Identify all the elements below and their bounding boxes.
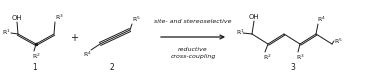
Text: reductive
cross-coupling: reductive cross-coupling (170, 47, 216, 59)
Text: 1: 1 (33, 63, 37, 73)
Text: R$^4$: R$^4$ (83, 49, 92, 59)
Text: R$^2$: R$^2$ (32, 51, 41, 61)
Text: 3: 3 (291, 63, 296, 73)
Text: R$^4$: R$^4$ (317, 14, 326, 24)
Text: R$^2$: R$^2$ (263, 52, 272, 62)
Text: +: + (70, 33, 78, 43)
Text: R$^3$: R$^3$ (296, 52, 305, 62)
Text: R$^5$: R$^5$ (132, 14, 141, 24)
Text: R$^5$: R$^5$ (334, 36, 343, 46)
Text: OH: OH (12, 15, 22, 21)
Text: R$^3$: R$^3$ (55, 12, 64, 22)
Text: site- and stereoselective: site- and stereoselective (154, 18, 232, 24)
Text: 2: 2 (110, 63, 115, 73)
Text: R$^1$: R$^1$ (2, 27, 11, 37)
Text: R$^1$: R$^1$ (236, 27, 245, 37)
Text: OH: OH (249, 14, 259, 20)
